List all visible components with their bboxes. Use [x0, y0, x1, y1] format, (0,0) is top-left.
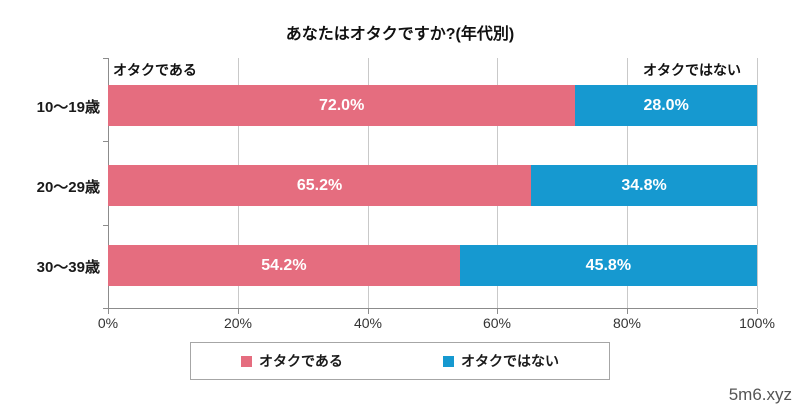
legend-label-otaku: オタクである	[259, 353, 343, 369]
plot-area: オタクである オタクではない 72.0% 28.0% 65.2% 34.8% 5…	[103, 58, 758, 314]
x-tick-mark	[757, 309, 758, 314]
x-tick-mark	[497, 309, 499, 314]
bar-value-label: 34.8%	[621, 176, 667, 194]
x-tick-mark	[367, 309, 369, 314]
bar-row-30-39: 54.2% 45.8%	[108, 245, 757, 286]
y-tick-mark	[103, 58, 108, 59]
bar-segment-otaku: 54.2%	[108, 245, 460, 286]
bar-value-label: 54.2%	[261, 256, 307, 274]
x-tick-label-40: 40%	[353, 315, 383, 331]
bar-value-label: 45.8%	[585, 256, 632, 274]
x-tick-label-0: 0%	[97, 315, 119, 331]
bar-value-label: 65.2%	[296, 176, 343, 194]
legend: オタクである オタクではない	[190, 342, 610, 380]
x-tick-label-80: 80%	[612, 315, 642, 331]
bar-segment-not-otaku: 45.8%	[459, 245, 757, 286]
x-axis-line	[108, 308, 757, 309]
bar-value-label: 72.0%	[318, 96, 365, 114]
y-tick-mark	[103, 308, 108, 309]
x-tick-mark	[108, 309, 109, 314]
legend-entry-not-otaku: オタクではない	[442, 351, 559, 371]
x-tick-label-100: 100%	[739, 315, 775, 331]
series-label-otaku: オタクである	[113, 62, 197, 78]
legend-swatch-not-otaku-icon	[442, 355, 454, 367]
bar-segment-not-otaku: 34.8%	[531, 165, 757, 206]
bar-segment-not-otaku: 28.0%	[575, 85, 757, 126]
chart-title: あなたはオタクですか?(年代別)	[285, 26, 515, 43]
x-tick-mark	[237, 309, 239, 314]
bar-segment-otaku: 65.2%	[108, 165, 532, 206]
legend-label-not-otaku: オタクではない	[460, 353, 559, 369]
legend-entry-otaku: オタクである	[241, 351, 343, 371]
category-label-20-29: 20〜29歳	[36, 179, 100, 196]
category-label-30-39: 30〜39歳	[36, 259, 100, 276]
x-tick-label-20: 20%	[223, 315, 253, 331]
gridline-100	[757, 58, 758, 308]
series-label-not-otaku: オタクではない	[643, 62, 741, 78]
y-tick-mark	[103, 141, 108, 143]
legend-swatch-otaku-icon	[241, 355, 253, 367]
watermark: 5m6.xyz	[728, 385, 792, 404]
bar-row-10-19: 72.0% 28.0%	[108, 85, 757, 126]
y-tick-mark	[103, 224, 108, 226]
bar-value-label: 28.0%	[643, 96, 689, 114]
x-tick-mark	[627, 309, 629, 314]
category-label-10-19: 10〜19歳	[36, 99, 100, 116]
bar-segment-otaku: 72.0%	[108, 85, 576, 126]
bar-row-20-29: 65.2% 34.8%	[108, 165, 757, 206]
x-tick-label-60: 60%	[482, 315, 512, 331]
